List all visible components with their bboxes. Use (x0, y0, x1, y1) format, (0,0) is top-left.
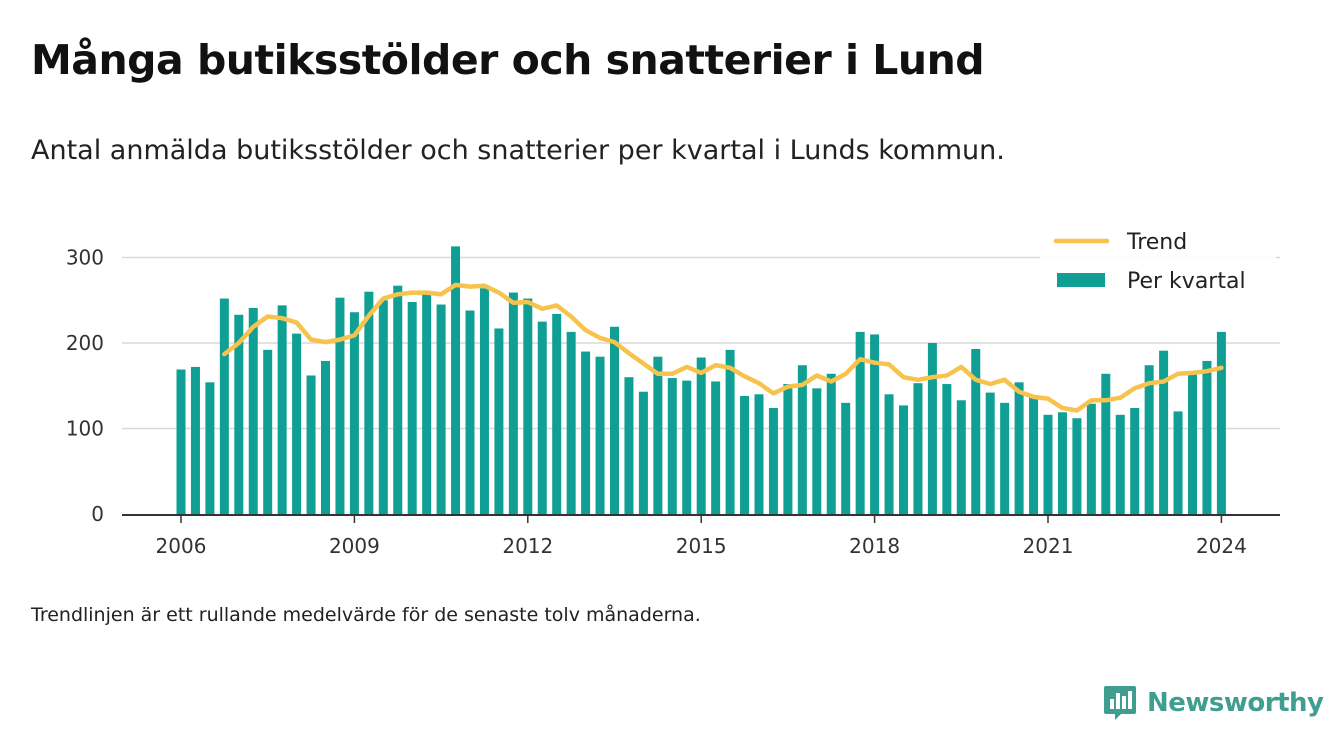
bar-2010-Q4 (451, 246, 461, 514)
bar-2016-Q1 (754, 394, 764, 514)
trend-line (222, 282, 1224, 413)
bar-2015-Q4 (740, 396, 750, 514)
bar-2006-Q1 (176, 369, 186, 514)
bar-2018-Q3 (899, 405, 908, 514)
bar-2017-Q1 (812, 388, 822, 514)
bar-2013-Q2 (595, 356, 605, 514)
bar-2015-Q2 (711, 381, 721, 514)
x-tick-label-2006: 2006 (156, 534, 207, 558)
bar-2014-Q4 (682, 380, 692, 514)
bar-2017-Q2 (826, 373, 836, 514)
bar-2019-Q4 (971, 348, 981, 514)
bar-2017-Q4 (855, 331, 865, 514)
bar-2020-Q2 (1000, 402, 1010, 514)
bar-2007-Q4 (277, 305, 287, 514)
x-tick-label-2012: 2012 (502, 534, 553, 558)
bars (176, 246, 1226, 514)
bar-2006-Q4 (219, 298, 229, 514)
bar-2013-Q4 (624, 377, 634, 514)
bar-2017-Q3 (841, 402, 851, 514)
bar-2012-Q1 (523, 298, 533, 514)
bar-2018-Q4 (913, 383, 923, 514)
bar-2014-Q2 (653, 356, 663, 514)
x-tick-label-2015: 2015 (676, 534, 727, 558)
y-tick-label-200: 200 (66, 331, 104, 355)
bar-2020-Q3 (1014, 382, 1024, 514)
y-tick-label-0: 0 (91, 502, 104, 526)
bar-2011-Q3 (494, 328, 504, 514)
bar-2012-Q4 (566, 331, 576, 514)
bar-2021-Q1 (1043, 414, 1053, 514)
bar-2012-Q3 (552, 313, 562, 514)
x-tick-label-2021: 2021 (1023, 534, 1074, 558)
bar-2006-Q2 (190, 366, 200, 514)
bar-2006-Q3 (205, 382, 215, 514)
bar-2016-Q4 (797, 365, 807, 514)
axes: 0 100 200 300 2006 2009 2012 2015 2018 2021 2024 (66, 246, 1280, 558)
bar-2024-Q1 (1216, 331, 1226, 514)
y-tick-label-300: 300 (66, 246, 104, 270)
legend-label-trend: Trend (1126, 230, 1187, 255)
bar-2007-Q2 (248, 307, 258, 514)
bar-2021-Q3 (1072, 418, 1082, 514)
newsworthy-logo-text: Newsworthy (1147, 688, 1324, 718)
legend-swatch-per-kvartal (1057, 273, 1105, 287)
bar-2009-Q4 (393, 285, 403, 514)
bar-chart: 0 100 200 300 2006 2009 2012 2015 2018 2021 2024 T… (65, 226, 1280, 558)
x-tick-label-2009: 2009 (329, 534, 380, 558)
bar-2018-Q1 (870, 334, 880, 514)
bar-2023-Q4 (1202, 360, 1212, 514)
bar-2009-Q2 (364, 291, 374, 514)
bar-2008-Q4 (335, 297, 345, 514)
y-tick-label-100: 100 (66, 417, 104, 441)
bar-2008-Q1 (292, 333, 302, 514)
bar-2022-Q4 (1144, 365, 1154, 514)
bar-2019-Q2 (942, 384, 952, 514)
bar-2022-Q3 (1130, 407, 1140, 514)
bar-2007-Q1 (234, 314, 244, 514)
bar-2010-Q2 (422, 293, 432, 514)
bar-2022-Q2 (1115, 414, 1125, 514)
bar-2009-Q1 (349, 312, 359, 514)
bar-2021-Q4 (1086, 403, 1096, 514)
bar-2022-Q1 (1101, 373, 1111, 514)
bar-2020-Q4 (1029, 396, 1039, 514)
bar-2014-Q1 (638, 391, 648, 514)
chart-title: Många butiksstölder och snatterier i Lun… (31, 36, 985, 84)
x-tick-label-2024: 2024 (1196, 534, 1247, 558)
bar-2009-Q3 (378, 300, 388, 514)
bar-2010-Q3 (436, 304, 446, 514)
bar-2011-Q1 (465, 310, 475, 514)
bar-2020-Q1 (985, 392, 995, 514)
bar-2012-Q2 (537, 321, 547, 514)
bar-2014-Q3 (667, 378, 677, 514)
x-tick-label-2018: 2018 (849, 534, 900, 558)
bar-2015-Q3 (725, 349, 735, 514)
bar-2016-Q3 (783, 384, 793, 514)
newsworthy-logo-icon (1104, 686, 1136, 720)
bar-2016-Q2 (768, 407, 778, 514)
bar-2010-Q1 (407, 301, 417, 514)
chart-subtitle: Antal anmälda butiksstölder och snatteri… (31, 135, 1005, 166)
bar-2023-Q1 (1159, 350, 1169, 514)
bar-2019-Q1 (927, 343, 937, 514)
bar-2013-Q3 (610, 326, 619, 514)
footnote: Trendlinjen är ett rullande medelvärde f… (31, 604, 701, 626)
newsworthy-logo: Newsworthy (1103, 684, 1324, 722)
bar-2011-Q2 (479, 288, 489, 514)
bar-2008-Q3 (321, 360, 330, 514)
bar-2011-Q4 (508, 292, 518, 514)
bar-2023-Q3 (1188, 373, 1197, 514)
bar-2008-Q2 (306, 375, 316, 514)
bar-2023-Q2 (1173, 411, 1183, 514)
bar-2015-Q1 (696, 357, 706, 514)
bar-2018-Q2 (884, 394, 894, 514)
bar-2013-Q1 (581, 351, 591, 514)
legend: Trend Per kvartal (1040, 226, 1276, 304)
trend-line-layer (222, 282, 1224, 413)
bar-2019-Q3 (956, 400, 966, 514)
bar-2007-Q3 (263, 349, 273, 514)
legend-label-per-kvartal: Per kvartal (1127, 269, 1246, 294)
bar-2021-Q2 (1057, 412, 1067, 514)
